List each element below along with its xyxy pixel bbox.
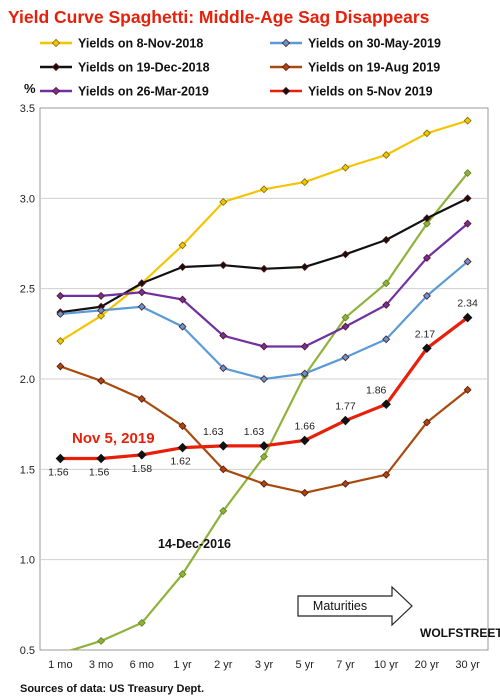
data-label: 1.77 — [335, 401, 356, 413]
legend-label: Yields on 30-May-2019 — [308, 37, 441, 51]
legend-label: Yields on 19-Dec-2018 — [78, 61, 210, 75]
y-axis-unit: % — [24, 81, 36, 96]
legend-label: Yields on 19-Aug 2019 — [308, 61, 440, 75]
series-marker — [301, 179, 308, 186]
maturities-label: Maturities — [313, 599, 367, 613]
x-tick-labels: 1 mo 3 mo 6 mo 1 yr 2 yr 3 yr 5 yr 7 yr 10 yr 20 … — [48, 659, 480, 671]
data-label: 1.63 — [203, 426, 224, 438]
x-tick-label: 1 mo — [48, 659, 72, 671]
series-marker — [98, 292, 105, 299]
series-marker — [301, 264, 308, 271]
series-marker — [179, 264, 186, 271]
highlight-annotation: Nov 5, 2019 — [72, 430, 155, 447]
legend-item: Yields on 30-May-2019 — [270, 37, 441, 51]
legend-item: Yields on 5-Nov 2019 — [270, 85, 433, 99]
x-tick-label: 7 yr — [336, 659, 355, 671]
maturities-arrow: Maturities — [298, 587, 412, 625]
series-line — [60, 173, 467, 654]
x-tick-label: 20 yr — [415, 659, 440, 671]
series-4 — [57, 220, 471, 350]
series-marker — [57, 363, 64, 370]
data-label: 2.17 — [415, 328, 436, 340]
legend-marker — [282, 39, 289, 46]
series-marker — [138, 289, 145, 296]
series-marker — [57, 292, 64, 299]
source-note: Sources of data: US Treasury Dept. — [20, 683, 204, 695]
chart-title: Yield Curve Spaghetti: Middle-Age Sag Di… — [8, 7, 430, 27]
series-marker — [261, 376, 268, 383]
legend-label: Yields on 8-Nov-2018 — [78, 37, 203, 51]
legend-item: Yields on 26-Mar-2019 — [40, 85, 209, 99]
series-0 — [57, 117, 471, 344]
x-tick-label: 5 yr — [296, 659, 315, 671]
y-tick-label: 1.0 — [20, 555, 35, 567]
data-label: 1.56 — [89, 466, 110, 478]
old-curve-annotation: 14-Dec-2016 — [158, 537, 231, 551]
series-marker — [57, 650, 64, 657]
series-marker — [98, 377, 105, 384]
y-tick-label: 0.5 — [20, 645, 35, 657]
data-label: 1.63 — [244, 426, 265, 438]
series-line — [60, 224, 467, 347]
series-marker — [342, 480, 349, 487]
series-marker — [178, 443, 186, 451]
series-marker — [138, 451, 146, 459]
legend-marker — [52, 39, 59, 46]
y-tick-labels: 0.5 1.0 1.5 2.0 2.5 3.0 3.5 — [20, 103, 35, 657]
series-marker — [464, 117, 471, 124]
legend-item: Yields on 19-Dec-2018 — [40, 61, 210, 75]
y-tick-label: 2.0 — [20, 374, 35, 386]
series-6 — [57, 170, 471, 657]
x-tick-label: 6 mo — [130, 659, 154, 671]
series-marker — [342, 354, 349, 361]
legend-label: Yields on 26-Mar-2019 — [78, 85, 209, 99]
series-marker — [98, 638, 105, 645]
x-tick-label: 10 yr — [374, 659, 399, 671]
legend-marker — [52, 87, 59, 94]
legend-marker — [282, 63, 289, 70]
series-marker — [301, 489, 308, 496]
data-label: 1.66 — [295, 420, 316, 432]
data-labels: 1.56 1.56 1.58 1.62 1.63 1.63 1.66 1.77 1.86 2.17… — [48, 298, 478, 479]
series-line — [60, 262, 467, 379]
series-marker — [261, 343, 268, 350]
x-tick-label: 3 yr — [255, 659, 274, 671]
series-2 — [57, 195, 471, 316]
data-label: 1.62 — [170, 456, 191, 468]
series-marker — [261, 186, 268, 193]
series-marker — [97, 454, 105, 462]
brand-label: WOLFSTREET.com — [420, 626, 500, 640]
x-tick-label: 1 yr — [173, 659, 192, 671]
data-label: 1.58 — [132, 463, 153, 475]
series-marker — [56, 454, 64, 462]
legend-item: Yields on 8-Nov-2018 — [40, 37, 203, 51]
legend: Yields on 8-Nov-2018 Yields on 30-May-201… — [40, 37, 441, 99]
data-label: 1.86 — [366, 384, 387, 396]
series-1 — [57, 258, 471, 382]
x-tick-label: 3 mo — [89, 659, 113, 671]
y-tick-label: 1.5 — [20, 464, 35, 476]
legend-label: Yields on 5-Nov 2019 — [308, 85, 433, 99]
series-marker — [220, 262, 227, 269]
series-marker — [261, 480, 268, 487]
data-label: 2.34 — [457, 298, 478, 310]
y-tick-label: 3.5 — [20, 103, 35, 115]
y-tick-label: 2.5 — [20, 284, 35, 296]
y-tick-label: 3.0 — [20, 193, 35, 205]
legend-item: Yields on 19-Aug 2019 — [270, 61, 440, 75]
data-label: 1.56 — [48, 466, 69, 478]
legend-marker — [282, 87, 289, 94]
series-marker — [219, 442, 227, 450]
series-marker — [261, 265, 268, 272]
x-tick-label: 30 yr — [455, 659, 480, 671]
x-tick-label: 2 yr — [214, 659, 233, 671]
series-marker — [342, 251, 349, 258]
series-marker — [342, 164, 349, 171]
legend-marker — [52, 63, 59, 70]
